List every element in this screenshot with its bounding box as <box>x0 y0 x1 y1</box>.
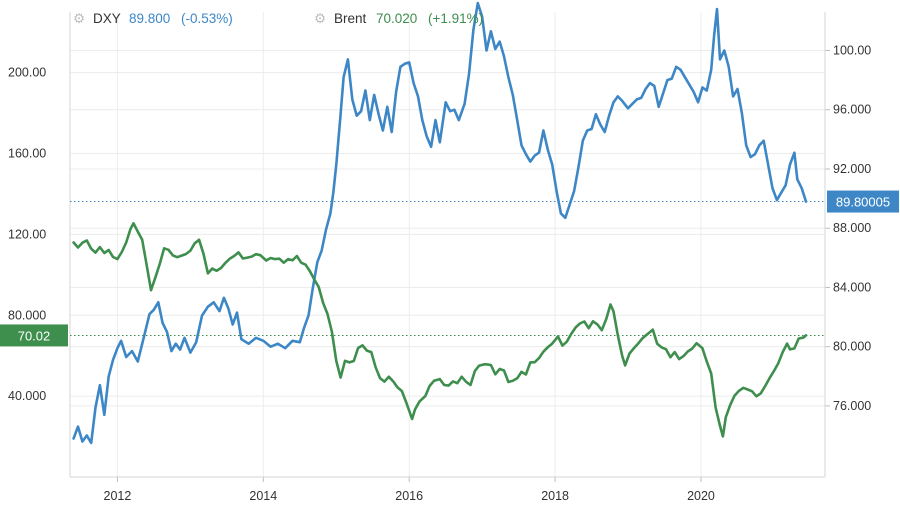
y-left-tick-label: 120.00 <box>8 227 46 241</box>
dxy-last-value-tag <box>827 190 899 213</box>
x-tick-label: 2014 <box>249 489 277 503</box>
axes: 2012 2014 2016 2018 2020 40.000 80.000 120.00 16… <box>8 12 871 503</box>
y-right-tick-label: 76.000 <box>833 399 871 413</box>
gear-icon[interactable]: ⚙ <box>73 11 85 26</box>
y-right-tick-label: 80.000 <box>833 340 871 354</box>
series-layer <box>72 1 808 445</box>
y-left-tick-label: 160.00 <box>8 147 46 161</box>
x-tick-label: 2016 <box>395 489 423 503</box>
legend-series-name: DXY <box>93 11 121 26</box>
y-left-tick-label: 80.000 <box>8 308 46 322</box>
y-left-tick-label: 40.000 <box>8 389 46 403</box>
series-line-dxy <box>72 1 808 445</box>
gear-icon[interactable]: ⚙ <box>314 11 326 26</box>
legend: ⚙ DXY 89.800 (-0.53%) ⚙ Brent 70.020 (+1… <box>73 11 483 26</box>
last-value-tags: 89.80005 70.02 <box>0 190 899 347</box>
x-tick-label: 2012 <box>104 489 132 503</box>
y-right-tick-label: 96.000 <box>833 103 871 117</box>
series-line-brent <box>72 222 808 438</box>
legend-item-dxy[interactable]: ⚙ DXY 89.800 (-0.53%) <box>73 11 233 26</box>
x-tick-label: 2020 <box>687 489 715 503</box>
legend-last-value: 89.800 <box>129 11 170 26</box>
y-left-tick-label: 200.00 <box>8 66 46 80</box>
grid <box>70 12 825 477</box>
legend-series-name: Brent <box>334 11 367 26</box>
legend-last-value: 70.020 <box>376 11 417 26</box>
y-right-tick-label: 100.00 <box>833 44 871 58</box>
brent-last-value-tag <box>0 324 68 347</box>
legend-change: (-0.53%) <box>181 11 233 26</box>
x-tick-label: 2018 <box>541 489 569 503</box>
brent-last-value-tag-text: 70.02 <box>18 328 51 343</box>
y-right-tick-label: 92.000 <box>833 162 871 176</box>
y-right-tick-label: 88.000 <box>833 221 871 235</box>
legend-change: (+1.91%) <box>428 11 483 26</box>
legend-item-brent[interactable]: ⚙ Brent 70.020 (+1.91%) <box>314 11 483 26</box>
dxy-last-value-tag-text: 89.80005 <box>836 195 890 210</box>
y-right-tick-label: 84.000 <box>833 280 871 294</box>
